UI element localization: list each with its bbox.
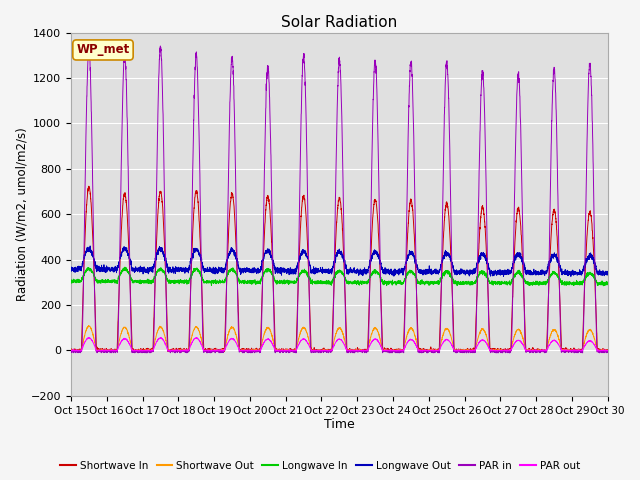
- Text: WP_met: WP_met: [76, 44, 130, 57]
- Legend: Shortwave In, Shortwave Out, Longwave In, Longwave Out, PAR in, PAR out: Shortwave In, Shortwave Out, Longwave In…: [56, 456, 584, 475]
- X-axis label: Time: Time: [324, 419, 355, 432]
- Title: Solar Radiation: Solar Radiation: [281, 15, 397, 30]
- Y-axis label: Radiation (W/m2, umol/m2/s): Radiation (W/m2, umol/m2/s): [15, 127, 28, 301]
